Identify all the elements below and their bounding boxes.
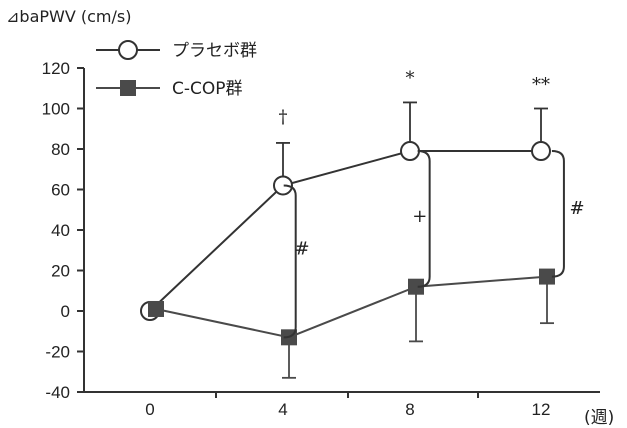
series-line-2: [155, 275, 548, 339]
significance-bracket: [417, 150, 431, 288]
legend-label: C-COP群: [172, 79, 243, 99]
significance-mark: #: [569, 198, 584, 219]
legend: プラセボ群 C-COP群: [96, 40, 257, 99]
axes: -40 -20 0 20 40 60 80 100 120 0 4 8 12: [42, 59, 600, 419]
series-layer: [140, 101, 555, 379]
y-tick-label: 20: [51, 262, 70, 281]
data-point: [408, 278, 424, 295]
legend-marker: [120, 80, 136, 96]
y-tick-label: 60: [51, 181, 70, 200]
y-axis-label: ⊿baPWV (cm/s): [6, 7, 131, 26]
y-tick-label: 80: [51, 140, 70, 159]
y-tick-label: -40: [45, 383, 70, 402]
data-point: [531, 141, 551, 162]
significance-mark: †: [279, 107, 288, 128]
annotations: †* **#+ #: [279, 68, 585, 339]
x-tick-label: 8: [405, 400, 414, 419]
x-tick-label: 4: [278, 400, 287, 419]
legend-marker: [118, 40, 138, 60]
data-point: [148, 300, 164, 317]
significance-mark: **: [532, 74, 550, 95]
y-tick-label: 0: [61, 302, 70, 321]
x-axis-unit: (週): [584, 408, 614, 428]
data-point: [273, 175, 293, 196]
significance-bracket: [283, 184, 297, 339]
significance-bracket: [551, 150, 565, 278]
legend-label: プラセボ群: [172, 41, 257, 61]
y-tick-label: 100: [42, 100, 70, 119]
significance-mark: #: [295, 238, 310, 259]
x-tick-label: 12: [532, 400, 551, 419]
x-tick-label: 0: [145, 400, 154, 419]
significance-mark: +: [412, 206, 427, 227]
data-point: [400, 141, 420, 162]
y-tick-label: 40: [51, 221, 70, 240]
y-tick-label: 120: [42, 59, 70, 78]
significance-mark: *: [406, 68, 415, 89]
data-point: [539, 268, 555, 285]
y-tick-label: -20: [45, 343, 70, 362]
series-line-1: [149, 150, 541, 312]
